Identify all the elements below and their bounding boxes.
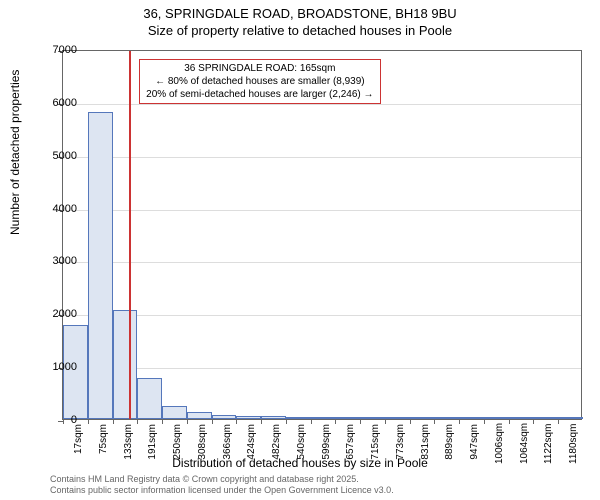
x-tick-mark — [162, 419, 163, 424]
y-tick-label: 7000 — [37, 44, 77, 56]
histogram-bar — [484, 417, 509, 419]
annotation-line3: 20% of semi-detached houses are larger (… — [146, 88, 373, 101]
histogram-bar — [311, 417, 336, 419]
x-tick-mark — [410, 419, 411, 424]
histogram-bar — [286, 417, 311, 419]
gridline — [63, 210, 581, 211]
y-tick-label: 0 — [37, 414, 77, 426]
histogram-bar — [261, 416, 286, 419]
x-tick-mark — [434, 419, 435, 424]
histogram-bar — [385, 417, 410, 419]
histogram-bar — [434, 417, 459, 419]
x-tick-mark — [335, 419, 336, 424]
histogram-bar — [113, 310, 138, 419]
x-tick-mark — [533, 419, 534, 424]
x-tick-mark — [137, 419, 138, 424]
histogram-bar — [162, 406, 187, 419]
gridline — [63, 368, 581, 369]
histogram-bar — [137, 378, 162, 419]
histogram-bar — [533, 417, 558, 419]
x-tick-mark — [558, 419, 559, 424]
histogram-bar — [236, 416, 261, 419]
histogram-bar — [88, 112, 113, 419]
histogram-bar — [212, 415, 237, 419]
x-tick-mark — [261, 419, 262, 424]
histogram-bar — [335, 417, 360, 419]
chart-container: 36, SPRINGDALE ROAD, BROADSTONE, BH18 9B… — [0, 0, 600, 500]
x-axis-label: Distribution of detached houses by size … — [0, 456, 600, 470]
x-tick-mark — [212, 419, 213, 424]
footer-line2: Contains public sector information licen… — [50, 485, 394, 496]
annotation-box: 36 SPRINGDALE ROAD: 165sqm← 80% of detac… — [139, 59, 380, 104]
annotation-line2: ← 80% of detached houses are smaller (8,… — [146, 75, 373, 88]
title-area: 36, SPRINGDALE ROAD, BROADSTONE, BH18 9B… — [0, 0, 600, 40]
histogram-bar — [459, 417, 484, 419]
histogram-bar — [509, 417, 534, 419]
footer-line1: Contains HM Land Registry data © Crown c… — [50, 474, 394, 485]
y-tick-label: 4000 — [37, 203, 77, 215]
x-tick-mark — [360, 419, 361, 424]
title-line2: Size of property relative to detached ho… — [0, 23, 600, 40]
y-tick-label: 5000 — [37, 150, 77, 162]
x-tick-mark — [311, 419, 312, 424]
histogram-bar — [410, 417, 435, 419]
y-tick-label: 3000 — [37, 255, 77, 267]
y-tick-label: 2000 — [37, 308, 77, 320]
y-tick-label: 6000 — [37, 97, 77, 109]
marker-line — [129, 51, 131, 419]
x-tick-mark — [113, 419, 114, 424]
x-tick-mark — [484, 419, 485, 424]
x-tick-mark — [236, 419, 237, 424]
x-tick-mark — [286, 419, 287, 424]
histogram-bar — [360, 417, 385, 419]
plot-area: 17sqm75sqm133sqm191sqm250sqm308sqm366sqm… — [62, 50, 582, 420]
gridline — [63, 315, 581, 316]
y-axis-label: Number of detached properties — [8, 70, 22, 235]
gridline — [63, 262, 581, 263]
x-tick-mark — [187, 419, 188, 424]
histogram-bar — [187, 412, 212, 419]
histogram-bar — [558, 417, 583, 419]
x-tick-mark — [88, 419, 89, 424]
x-tick-mark — [385, 419, 386, 424]
footer: Contains HM Land Registry data © Crown c… — [50, 474, 394, 496]
title-line1: 36, SPRINGDALE ROAD, BROADSTONE, BH18 9B… — [0, 6, 600, 23]
gridline — [63, 157, 581, 158]
annotation-line1: 36 SPRINGDALE ROAD: 165sqm — [146, 62, 373, 75]
x-tick-mark — [459, 419, 460, 424]
x-tick-mark — [509, 419, 510, 424]
y-tick-label: 1000 — [37, 361, 77, 373]
